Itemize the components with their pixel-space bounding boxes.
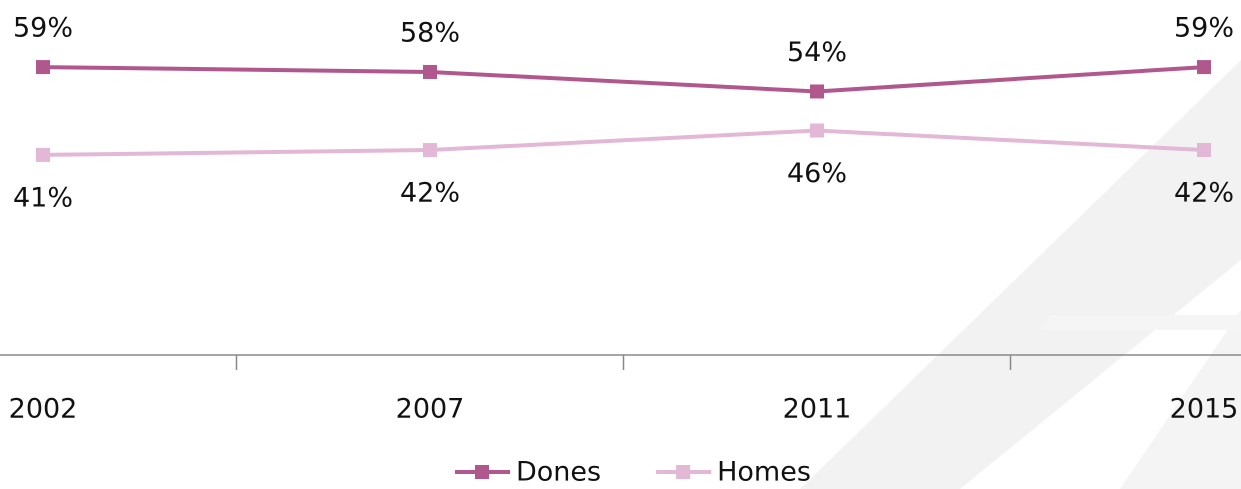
x-tick-label: 2011 <box>783 394 852 425</box>
watermark <box>800 60 1241 489</box>
series-line <box>42 65 1205 94</box>
legend-label: Homes <box>717 457 811 488</box>
data-label: 59% <box>1174 13 1234 44</box>
series-line <box>42 128 1205 157</box>
x-tick-label: 2002 <box>9 394 78 425</box>
watermark-shape <box>800 60 1241 489</box>
data-label: 58% <box>400 17 460 48</box>
data-label: 42% <box>400 178 460 209</box>
point-marker <box>36 60 50 75</box>
point-marker <box>1197 60 1211 75</box>
data-label: 41% <box>13 182 73 213</box>
point-marker <box>1197 143 1211 158</box>
legend-marker <box>475 465 489 479</box>
point-marker <box>810 84 824 99</box>
data-label: 42% <box>1174 178 1234 209</box>
point-marker <box>423 143 437 158</box>
legend-marker <box>676 465 691 479</box>
data-label: 54% <box>787 37 847 68</box>
point-marker <box>810 123 824 138</box>
data-label: 46% <box>787 158 847 189</box>
legend-label: Dones <box>516 457 601 488</box>
x-tick-label: 2007 <box>396 394 465 425</box>
data-label: 59% <box>13 13 73 44</box>
x-tick-label: 2015 <box>1170 394 1239 425</box>
point-marker <box>423 64 437 79</box>
watermark-shape <box>1040 315 1241 330</box>
point-marker <box>36 147 50 162</box>
